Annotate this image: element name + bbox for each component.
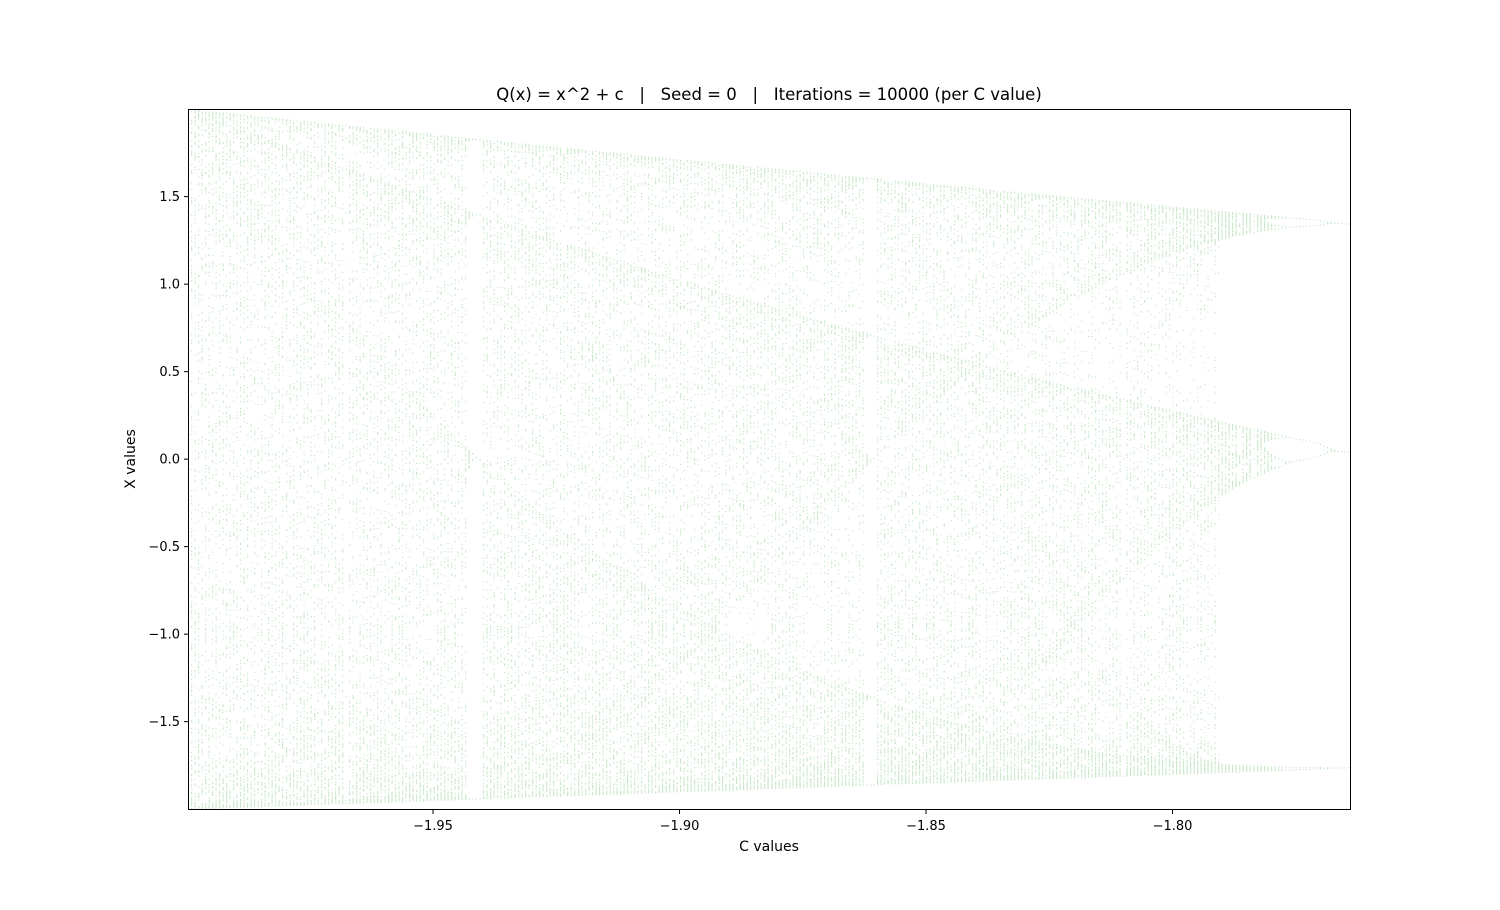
y-tick-label: −1.0 bbox=[148, 628, 180, 643]
y-tick-label: −1.5 bbox=[148, 715, 180, 730]
chart-title: Q(x) = x^2 + c | Seed = 0 | Iterations =… bbox=[496, 85, 1042, 104]
scatter-points bbox=[191, 110, 1350, 809]
x-axis-ticks: −1.95 −1.90 −1.85 −1.80 bbox=[413, 809, 1192, 834]
y-tick-label: 1.5 bbox=[159, 190, 180, 205]
x-tick-label: −1.85 bbox=[906, 819, 946, 834]
x-tick-label: −1.80 bbox=[1153, 819, 1193, 834]
y-tick-label: 0.5 bbox=[159, 365, 180, 380]
y-tick-label: 1.0 bbox=[159, 278, 180, 293]
x-axis-label: C values bbox=[739, 839, 799, 855]
x-tick-label: −1.95 bbox=[413, 819, 453, 834]
y-axis-label: X values bbox=[123, 429, 139, 489]
x-tick-label: −1.90 bbox=[660, 819, 700, 834]
y-tick-label: −0.5 bbox=[148, 540, 180, 555]
orbit-points bbox=[191, 110, 1350, 809]
y-tick-label: 0.0 bbox=[159, 453, 180, 468]
y-axis-ticks: −1.5 −1.0 −0.5 0.0 0.5 1.0 1.5 bbox=[148, 190, 189, 730]
